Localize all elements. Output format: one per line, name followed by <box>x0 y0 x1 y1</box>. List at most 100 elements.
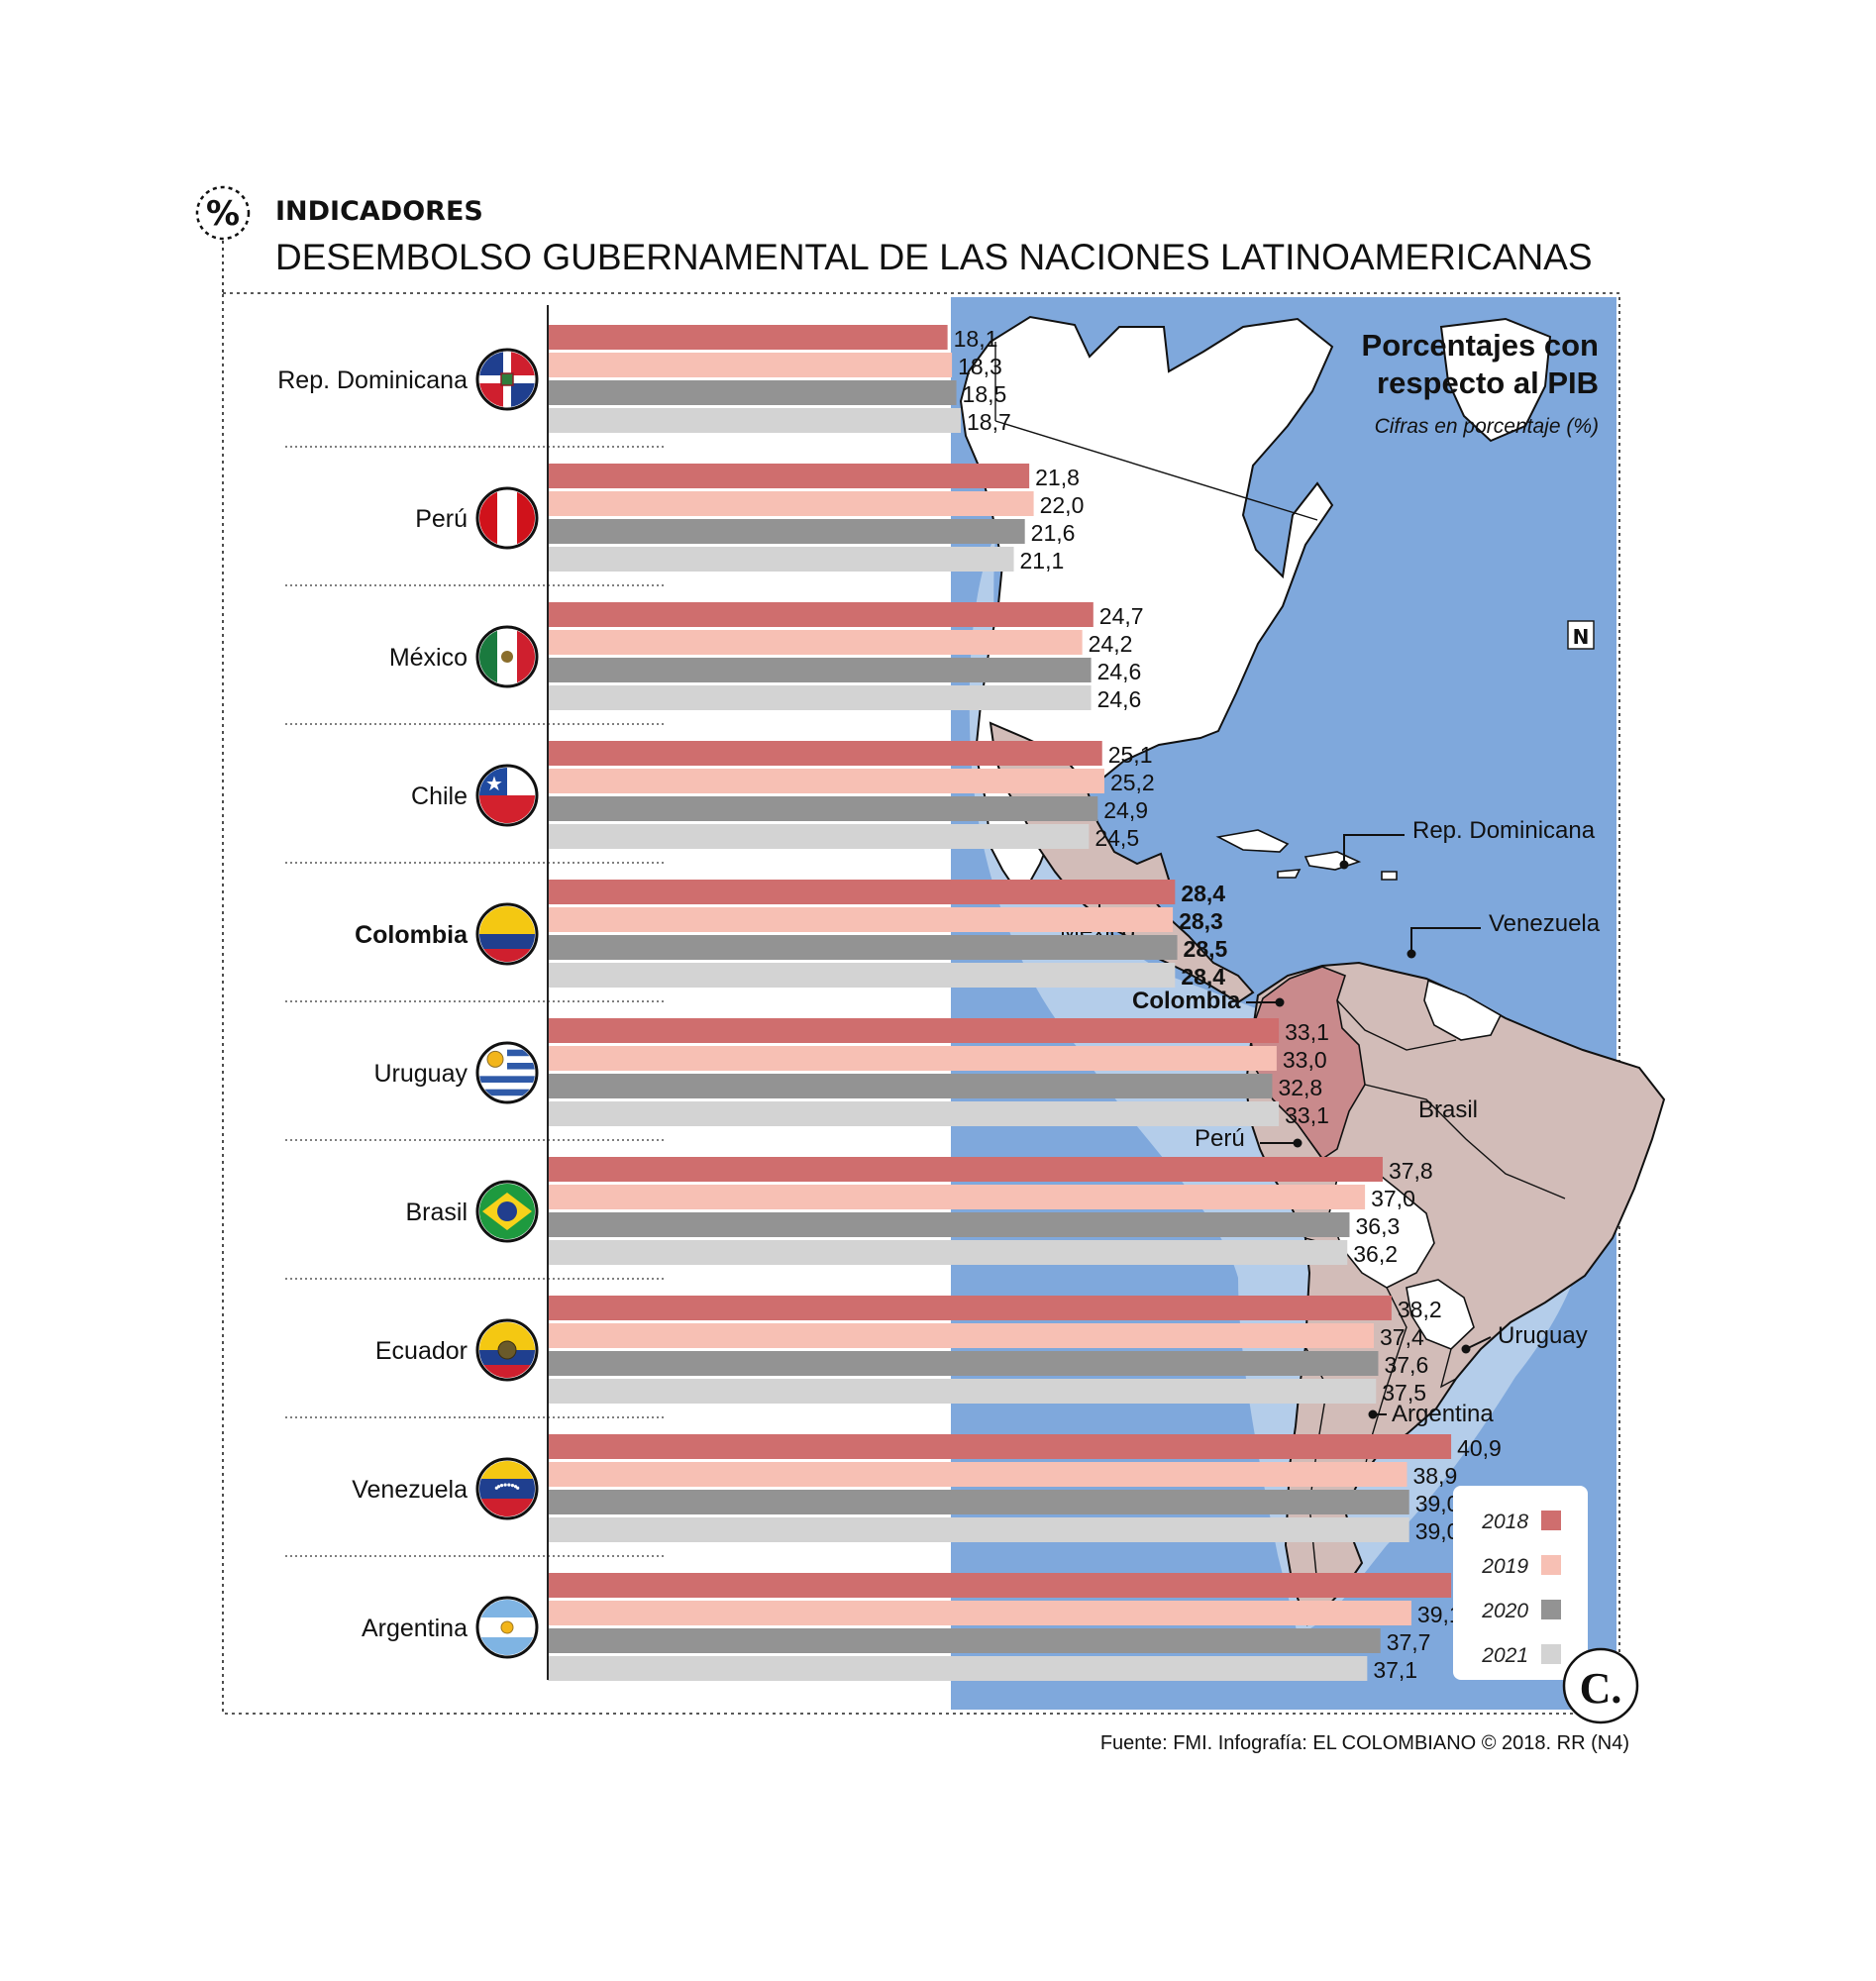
legend-swatch <box>1541 1555 1561 1575</box>
legend-label: 2018 <box>1481 1511 1528 1533</box>
chart-title: DESEMBOLSO GUBERNAMENTAL DE LAS NACIONES… <box>275 237 1593 277</box>
country-group: 18,118,318,518,7 Rep. Dominicana <box>277 325 1011 448</box>
bar-2021 <box>548 963 1176 988</box>
value-label: 40,9 <box>1457 1435 1502 1461</box>
bar-2018 <box>548 602 1094 627</box>
country-label: Colombia <box>355 921 469 949</box>
value-label: 39,0 <box>1415 1491 1460 1516</box>
map-label: Colombia <box>1132 988 1241 1014</box>
bar-2021 <box>548 824 1090 849</box>
bar-2019 <box>548 1462 1407 1487</box>
info-title-line1: Porcentajes con <box>1362 328 1599 363</box>
country-label: Perú <box>415 505 468 533</box>
flag-brazil-icon <box>475 1180 539 1243</box>
legend: 2018 2019 2020 2021 <box>1453 1486 1588 1680</box>
country-label: Venezuela <box>352 1476 468 1504</box>
source-note: Fuente: FMI. Infografía: EL COLOMBIANO ©… <box>1100 1732 1629 1754</box>
bar-2020 <box>548 1212 1350 1237</box>
map-label: Brasil <box>1418 1096 1478 1123</box>
value-label: 38,2 <box>1398 1297 1442 1322</box>
bar-2021 <box>548 1656 1368 1681</box>
bar-2019 <box>548 907 1174 932</box>
legend-box <box>1453 1486 1588 1680</box>
value-label: 24,2 <box>1089 631 1133 657</box>
bar-2019 <box>548 1046 1277 1071</box>
flag-uruguay-icon <box>475 1041 539 1104</box>
bar-2019 <box>548 1323 1375 1348</box>
percent-icon: % <box>195 185 251 241</box>
brand-logo: C. <box>1562 1647 1639 1724</box>
country-label: Ecuador <box>375 1337 468 1365</box>
flag-dominican-republic-icon <box>475 348 539 411</box>
bar-2019 <box>548 1601 1411 1625</box>
bar-2018 <box>548 464 1030 488</box>
svg-text:C.: C. <box>1580 1664 1622 1713</box>
bar-2021 <box>548 1379 1377 1404</box>
legend-swatch <box>1541 1644 1561 1664</box>
map-label: Perú <box>1195 1125 1245 1152</box>
country-label: Chile <box>411 782 468 810</box>
bar-2021 <box>548 1101 1280 1126</box>
value-label: 37,0 <box>1371 1186 1415 1211</box>
section-label: INDICADORES <box>275 196 483 227</box>
value-label: 24,6 <box>1097 686 1142 712</box>
flag-argentina-icon <box>475 1596 539 1659</box>
bar-2020 <box>548 935 1178 960</box>
value-label: 37,4 <box>1380 1324 1424 1350</box>
value-label: 37,5 <box>1382 1380 1426 1406</box>
value-label: 38,9 <box>1412 1463 1457 1489</box>
bar-2018 <box>548 325 948 350</box>
bar-2018 <box>548 741 1102 766</box>
value-label: 37,8 <box>1389 1158 1433 1184</box>
value-label: 28,4 <box>1181 881 1225 906</box>
bar-2018 <box>548 880 1176 904</box>
map-label: Rep. Dominicana <box>1412 817 1596 844</box>
bar-2018 <box>548 1296 1392 1320</box>
flag-colombia-icon <box>475 902 539 966</box>
guyanas-region <box>1423 979 1503 1041</box>
bar-2019 <box>548 491 1034 516</box>
greenland-land <box>1439 317 1552 443</box>
map-label: Venezuela <box>1489 910 1601 937</box>
value-label: 18,7 <box>967 409 1011 435</box>
value-label: 21,6 <box>1031 520 1076 546</box>
country-label: Rep. Dominicana <box>277 366 468 394</box>
map-label: Uruguay <box>1498 1322 1588 1349</box>
chart-frame <box>222 292 1620 1715</box>
flag-venezuela-icon <box>475 1457 539 1520</box>
country-label: Argentina <box>362 1615 468 1642</box>
value-label: 37,6 <box>1384 1352 1428 1378</box>
info-subtitle: Cifras en porcentaje (%) <box>1375 415 1599 438</box>
value-label: 24,5 <box>1094 825 1139 851</box>
value-label: 21,1 <box>1020 548 1065 573</box>
bar-2021 <box>548 547 1014 572</box>
bar-2020 <box>548 1628 1381 1653</box>
value-label: 33,0 <box>1283 1047 1327 1073</box>
bar-2019 <box>548 353 953 377</box>
north-arrow-icon <box>1567 620 1595 650</box>
legend-label: 2021 <box>1481 1644 1528 1667</box>
flag-chile-icon: ★ <box>475 764 539 827</box>
legend-swatch <box>1541 1600 1561 1619</box>
bar-2020 <box>548 1074 1273 1098</box>
bar-2021 <box>548 685 1092 710</box>
bar-2019 <box>548 630 1083 655</box>
value-label: 36,2 <box>1353 1241 1398 1267</box>
value-label: 37,1 <box>1373 1657 1417 1683</box>
flag-peru-icon <box>475 486 539 550</box>
bar-2020 <box>548 796 1098 821</box>
legend-label: 2019 <box>1481 1555 1528 1578</box>
value-label: 36,3 <box>1355 1213 1400 1239</box>
bar-2020 <box>548 519 1025 544</box>
legend-label: 2020 <box>1481 1600 1528 1622</box>
svg-text:N: N <box>1573 625 1590 649</box>
country-group: 37,837,036,336,2 Brasil <box>285 1157 1433 1280</box>
value-label: 28,5 <box>1184 936 1228 962</box>
map-label: Argentina <box>1392 1401 1494 1427</box>
value-label: 18,3 <box>958 354 1002 379</box>
value-label: 18,1 <box>954 326 998 352</box>
country-group: 21,822,021,621,1 Perú <box>285 464 1084 586</box>
bar-2020 <box>548 658 1092 682</box>
